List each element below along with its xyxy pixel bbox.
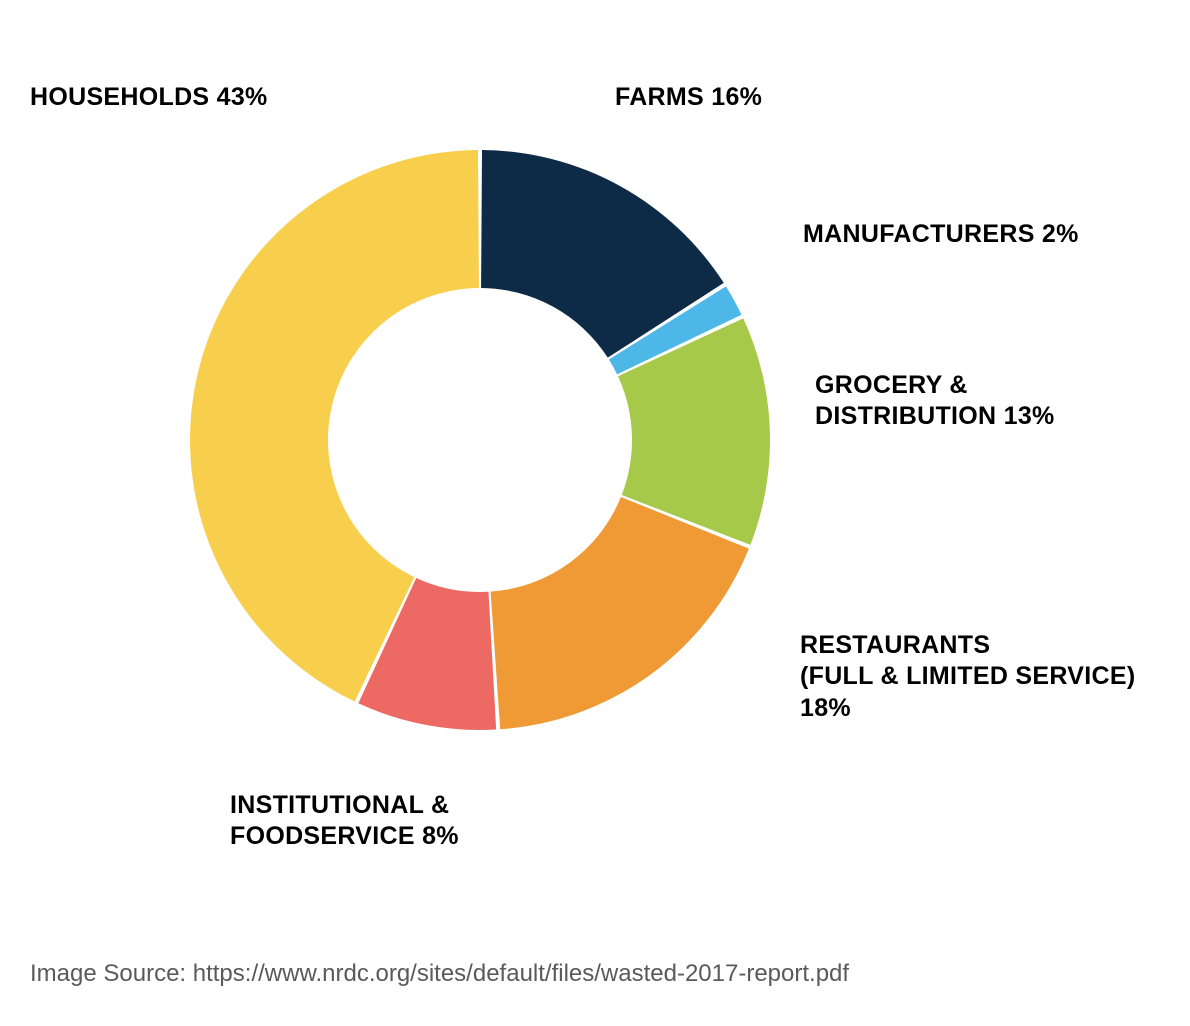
slice-label: INSTITUTIONAL &FOODSERVICE 8% [230, 790, 570, 853]
donut-chart: FARMS 16% MANUFACTURERS 2% GROCERY &DISTRI… [0, 0, 1190, 920]
slice-label: FARMS 16% [615, 82, 975, 113]
source-text: Image Source: https://www.nrdc.org/sites… [30, 960, 849, 988]
donut-svg [0, 0, 1190, 920]
slice-label: HOUSEHOLDS 43% [30, 82, 350, 113]
slice-label: MANUFACTURERS 2% [803, 219, 1183, 250]
slice-label: RESTAURANTS(FULL & LIMITED SERVICE) 18% [800, 630, 1190, 724]
slice-label: GROCERY &DISTRIBUTION 13% [815, 370, 1175, 433]
donut-slice [491, 497, 749, 729]
